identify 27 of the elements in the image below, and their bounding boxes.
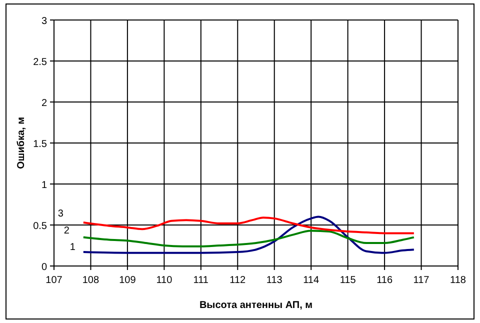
x-tick-label: 115 [340, 275, 356, 286]
series-label: 1 [70, 242, 76, 254]
x-tick-label: 112 [230, 275, 246, 286]
x-tick-label: 116 [376, 275, 393, 286]
y-tick-label: 2 [41, 98, 48, 109]
series-label: 2 [64, 225, 70, 236]
line-series [82, 216, 415, 254]
y-tick-label: 1 [41, 180, 48, 191]
x-tick-label: 113 [266, 275, 283, 286]
line-series [82, 216, 415, 234]
y-tick-label: 3 [41, 16, 48, 27]
x-tick-label: 111 [193, 275, 209, 286]
y-axis-title: Ошибка, м [16, 117, 27, 169]
line-series [82, 230, 415, 248]
x-tick-label: 117 [413, 275, 430, 286]
y-tick-label: 0.5 [33, 221, 48, 232]
y-tick-label: 2.5 [33, 57, 48, 68]
y-tick-label: 1.5 [33, 139, 48, 150]
x-tick-label: 109 [119, 275, 136, 286]
x-tick-label: 108 [82, 275, 100, 286]
y-tick-label: 0 [41, 262, 48, 273]
x-tick-label: 107 [46, 275, 63, 286]
x-tick-label: 118 [450, 275, 466, 286]
x-tick-label: 110 [156, 275, 173, 286]
x-axis-title: Высота антенны АП, м [199, 300, 313, 311]
x-tick-label: 114 [303, 275, 320, 286]
text: 3 [58, 208, 64, 220]
